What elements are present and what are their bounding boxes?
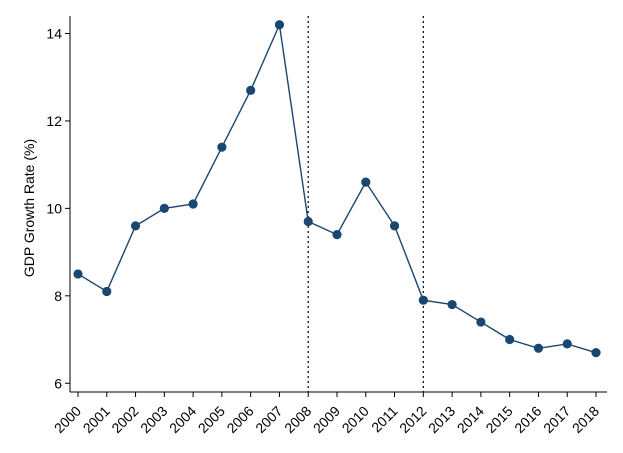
x-tick-label: 2015 [482, 403, 515, 436]
x-tick-label: 2000 [51, 403, 84, 436]
data-point [591, 348, 601, 358]
axes: 6 8 10 12 14 20002001200220032004200520062007… [46, 16, 607, 436]
data-point [505, 334, 515, 345]
x-tick-label: 2016 [511, 403, 544, 436]
series-group [73, 20, 601, 358]
data-point [246, 85, 256, 95]
x-tick-label: 2008 [281, 403, 314, 436]
data-point [332, 230, 342, 240]
y-tick-label: 6 [54, 375, 62, 391]
data-point [274, 20, 285, 30]
data-point [447, 299, 457, 310]
x-tick-label: 2002 [108, 403, 141, 436]
data-point [562, 339, 572, 349]
x-tick-label: 2017 [540, 403, 573, 436]
data-point [389, 221, 400, 231]
data-point [73, 269, 83, 279]
x-tick-label: 2014 [454, 403, 487, 436]
data-point [418, 295, 428, 305]
x-tick-label: 2007 [252, 403, 285, 436]
data-point [102, 286, 112, 297]
reference-lines [307, 16, 424, 392]
y-tick-label: 12 [46, 113, 62, 129]
x-tick-label: 2005 [195, 403, 228, 436]
x-tick-label: 2012 [396, 403, 429, 436]
data-point [217, 142, 227, 152]
data-point [361, 177, 371, 187]
x-tick-label: 2013 [425, 403, 458, 436]
series-line [77, 22, 597, 354]
y-tick-label: 10 [46, 200, 62, 216]
x-tick-label: 2001 [80, 403, 113, 436]
data-point [476, 317, 486, 327]
x-tick-label: 2018 [569, 403, 602, 436]
data-point [303, 216, 313, 227]
data-point [159, 203, 169, 213]
data-point [188, 199, 198, 209]
x-tick-label: 2010 [339, 403, 372, 436]
x-tick-label: 2011 [368, 403, 401, 436]
x-tick-label: 2003 [137, 403, 170, 436]
y-axis-title: GDP Growth Rate (%) [21, 139, 37, 277]
x-tick-label: 2009 [310, 403, 343, 436]
y-tick-label: 8 [54, 288, 62, 304]
data-point [130, 221, 141, 231]
y-tick-label: 14 [46, 25, 62, 41]
data-point [533, 343, 544, 353]
x-tick-label: 2006 [223, 403, 256, 436]
x-tick-label: 2004 [166, 403, 199, 436]
